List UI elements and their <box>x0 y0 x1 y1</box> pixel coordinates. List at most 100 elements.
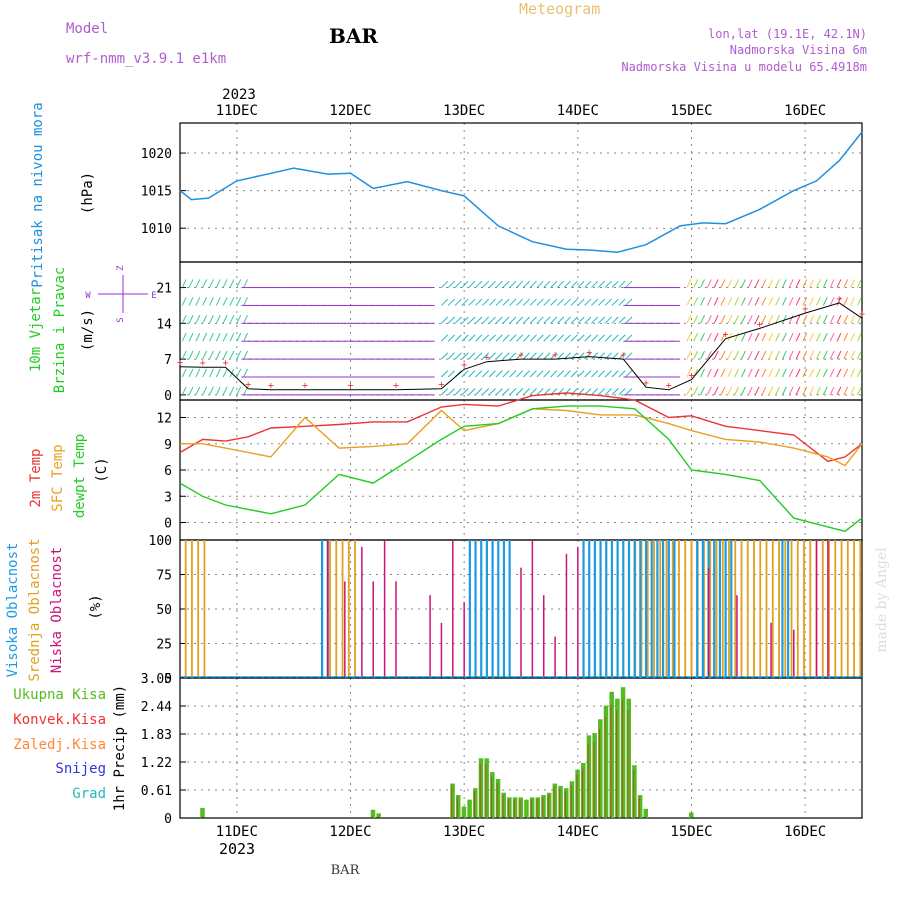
pressure-ylabel: Pritisak na nivou mora <box>30 102 46 287</box>
wind-barb <box>843 368 849 378</box>
wind-barb <box>597 298 606 306</box>
wind-barb <box>788 297 794 306</box>
top-date-label: 11DEC <box>216 103 258 119</box>
wind-barb <box>625 388 633 396</box>
wind-barb <box>475 352 483 360</box>
precip-bar <box>495 778 501 818</box>
wind-barb <box>543 280 551 288</box>
bottom-station: BAR <box>331 863 361 878</box>
wind-barb <box>236 315 242 324</box>
wind-barb <box>775 386 780 396</box>
wind-barb <box>543 334 551 342</box>
precip-bar <box>632 765 637 818</box>
wind-barb <box>243 279 249 288</box>
top-date-label: 15DEC <box>670 103 712 119</box>
compass-z: Z <box>116 265 126 271</box>
wind-barb <box>754 332 760 342</box>
wind-barb <box>502 316 510 324</box>
wind-barb <box>195 279 201 288</box>
wind-barb <box>802 332 808 342</box>
wind-barb <box>761 332 767 342</box>
wind-barb <box>727 386 733 396</box>
temp-line-1 <box>180 408 863 467</box>
wind-barb <box>591 334 599 342</box>
precip-bar <box>461 806 467 818</box>
wind-barb <box>706 350 712 360</box>
wind-barb <box>816 279 821 288</box>
precip-bar <box>689 812 694 818</box>
wind-barb <box>816 332 821 342</box>
wind-barb <box>604 316 612 324</box>
wind-barb <box>843 386 849 396</box>
wind-barb <box>822 368 828 378</box>
wind-barb <box>754 368 760 378</box>
precip-bar <box>467 799 472 818</box>
wind-barb <box>850 315 855 324</box>
wind-barb <box>686 332 692 342</box>
precip-bar <box>478 758 484 818</box>
wind-barb <box>461 280 469 288</box>
wind-barb <box>488 352 496 360</box>
wind-barb <box>229 315 235 324</box>
wind-barb <box>563 334 571 342</box>
wind-barb <box>809 386 815 396</box>
wind-gust-marker: + <box>302 381 308 392</box>
wind-barb <box>741 368 746 378</box>
wind-barb <box>850 297 855 306</box>
precip-bar <box>370 809 376 818</box>
wind-barb <box>502 388 510 396</box>
wind-barb <box>215 386 221 396</box>
precip-bar <box>535 797 541 818</box>
wind-gust-marker: + <box>688 370 694 381</box>
wind-barb <box>188 279 194 288</box>
wind-barb <box>822 332 828 342</box>
wind-barb <box>591 298 599 306</box>
precip-bar <box>200 807 205 818</box>
wind-barb <box>468 316 476 324</box>
wind-barb <box>195 297 201 306</box>
wind-barb <box>509 370 517 378</box>
bottom-date-label: 15DEC <box>670 824 712 840</box>
wind-barb <box>447 280 455 288</box>
wind-barb <box>202 386 208 396</box>
wind-barb <box>611 388 619 396</box>
wind-barb <box>720 368 726 378</box>
wind-gust-marker: + <box>518 350 524 361</box>
wind-barb <box>563 370 571 378</box>
wind-barb <box>618 352 626 360</box>
wind-barb <box>195 368 201 378</box>
ytick-label: 21 <box>156 282 172 297</box>
precip-bar <box>563 788 569 818</box>
wind-barb <box>754 350 760 360</box>
ytick-label: 1020 <box>141 147 172 162</box>
precip-bar <box>609 691 614 818</box>
wind-barb <box>850 386 855 396</box>
wind-barb <box>243 368 249 378</box>
wind-barb <box>522 370 530 378</box>
wind-barb <box>550 280 558 288</box>
wind-barb <box>543 352 551 360</box>
wind-barb <box>188 332 194 342</box>
wind-barb <box>843 332 849 342</box>
wind-barb <box>461 388 469 396</box>
precip-bar <box>518 797 523 818</box>
bottom-date-label: 16DEC <box>784 824 826 840</box>
ytick-label: 0.61 <box>141 784 172 799</box>
wind-barb <box>768 315 774 324</box>
wind-barb <box>495 388 503 396</box>
ytick-label: 14 <box>156 317 172 332</box>
ytick-label: 1.22 <box>141 756 172 771</box>
wind-barb <box>857 350 862 360</box>
wind-barb <box>495 280 503 288</box>
model-label: Model <box>66 21 108 37</box>
wind-barb <box>441 280 449 288</box>
wind-barb <box>850 368 855 378</box>
wind-barb <box>604 334 612 342</box>
wind-barb <box>577 316 585 324</box>
wind-barb <box>809 315 815 324</box>
wind-barb <box>857 315 862 324</box>
wind-barb <box>604 388 612 396</box>
wind-barb <box>706 315 712 324</box>
panel-frame <box>179 122 863 263</box>
precip-bar <box>620 687 626 818</box>
